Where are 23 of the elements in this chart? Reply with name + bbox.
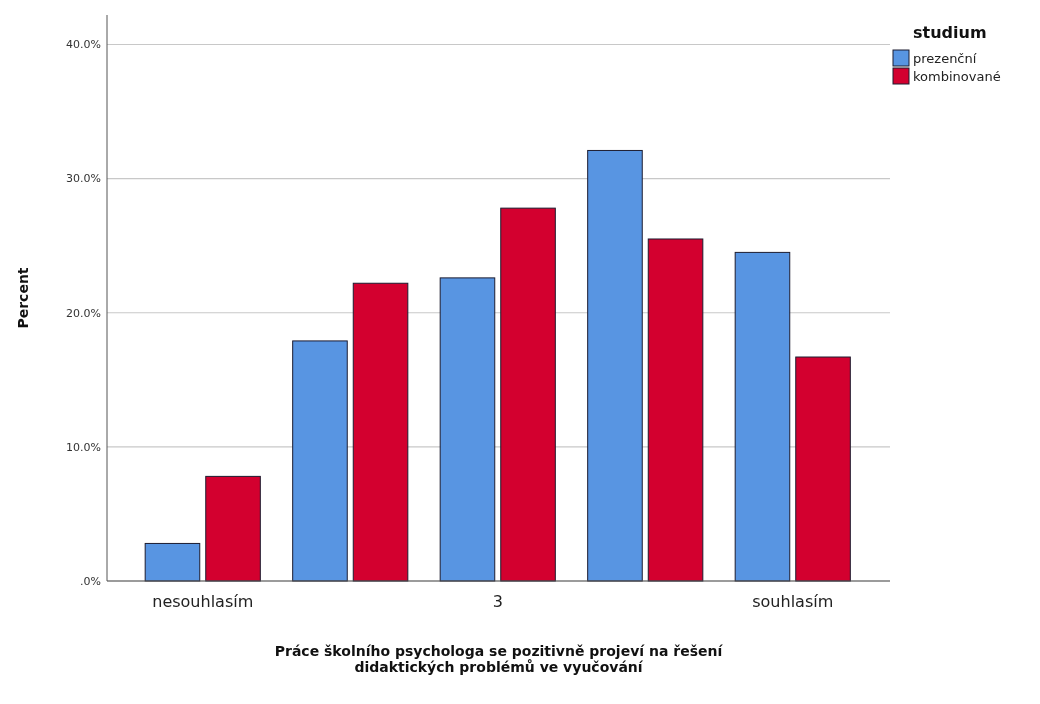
x-tick-label: nesouhlasím — [152, 592, 254, 611]
x-axis-title: Práce školního psychologa se pozitivně projeví na řešení didaktických problémů ve vyučování — [274, 643, 724, 675]
x-tick-label: souhlasím — [752, 592, 834, 611]
y-tick-label: 40.0% — [66, 38, 101, 52]
bar — [144, 542, 201, 582]
legend-label: prezenční — [913, 51, 977, 66]
legend-title: studium — [913, 23, 987, 42]
y-tick-label: 10.0% — [66, 440, 101, 454]
bar — [352, 282, 409, 582]
y-axis-title: Percent — [15, 267, 31, 329]
bar — [795, 356, 851, 582]
bar — [292, 340, 348, 582]
y-tick-label: .0% — [80, 574, 101, 588]
bar — [205, 475, 261, 582]
x-tick-label: 3 — [492, 592, 503, 611]
bar — [439, 277, 496, 582]
bar — [500, 207, 556, 582]
y-tick-label: 30.0% — [66, 172, 101, 186]
bar — [587, 149, 643, 582]
bar — [734, 251, 791, 582]
legend-label: kombinované — [913, 69, 1001, 84]
y-tick-label: 20.0% — [66, 306, 101, 320]
bar — [647, 238, 704, 582]
